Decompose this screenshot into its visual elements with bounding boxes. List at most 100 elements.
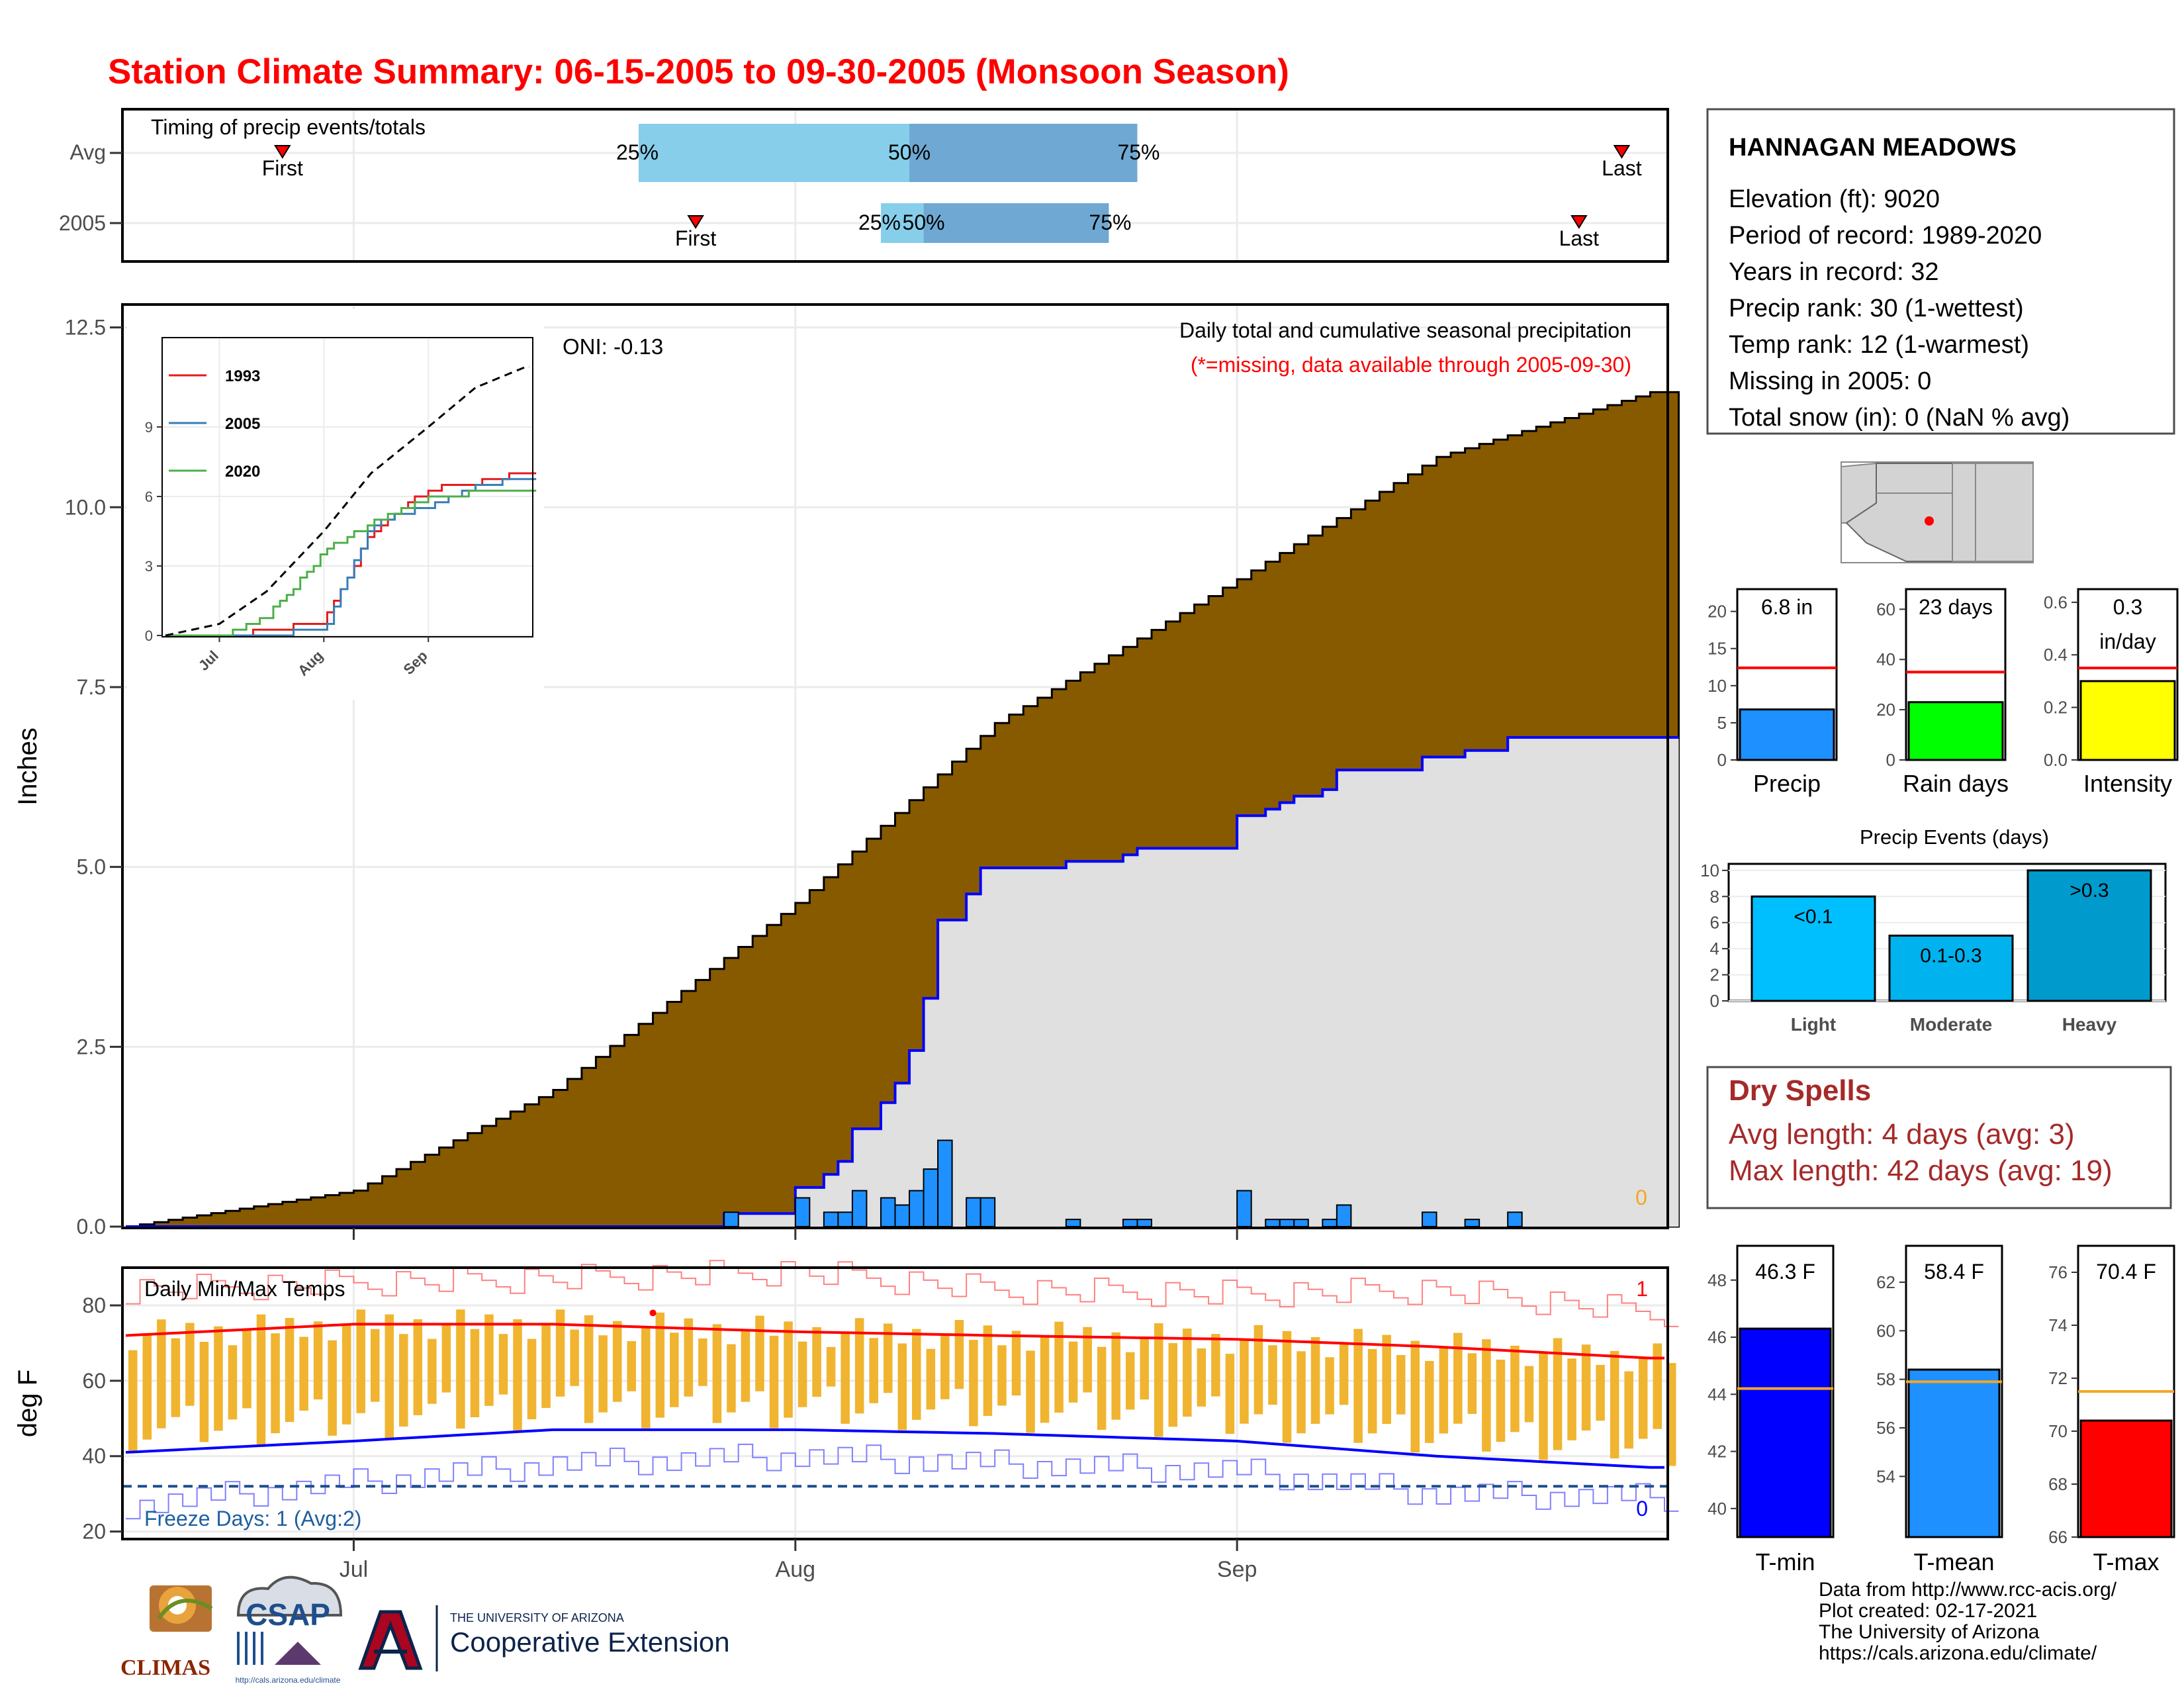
daily-temp-bar-3 (171, 1338, 181, 1417)
daily-temp-bar-102 (1581, 1344, 1591, 1430)
timing-avg-last-label: Last (1602, 156, 1642, 180)
daily-temp-bar-86 (1353, 1329, 1363, 1443)
record-low-line (126, 1443, 1679, 1520)
temp-xtick-label-2: Sep (1217, 1557, 1257, 1582)
daily-temp-bar-54 (897, 1343, 907, 1430)
daily-temp-bar-63 (1026, 1350, 1035, 1433)
daily-temp-bar-4 (185, 1323, 195, 1406)
daily-temp-bar-96 (1496, 1359, 1506, 1442)
avg-max-line (125, 1323, 1664, 1360)
daily-precip-bar-20 (1336, 1204, 1352, 1227)
mini-bar-1 (1907, 701, 2004, 761)
daily-temp-bar-32 (584, 1315, 594, 1423)
mini-label-2: Intensity (2083, 770, 2172, 797)
daily-temp-bar-106 (1638, 1357, 1648, 1439)
university-of-arizona-logo: THE UNIVERSITY OF ARIZONA Cooperative Ex… (358, 1605, 730, 1671)
daily-precip-bar-9 (937, 1139, 953, 1227)
daily-temp-bar-77 (1225, 1354, 1235, 1434)
daily-temp-bar-87 (1367, 1348, 1377, 1434)
daily-temp-bar-66 (1068, 1341, 1078, 1403)
temp-summary-tick-label-2-3: 72 (2048, 1368, 2068, 1388)
daily-temp-bar-57 (940, 1334, 950, 1399)
daily-temp-bar-61 (997, 1345, 1007, 1406)
daily-temp-bar-94 (1467, 1353, 1477, 1414)
timing-title: Timing of precip events/totals (151, 115, 426, 139)
daily-temp-bar-99 (1539, 1352, 1548, 1460)
daily-temp-bar-50 (841, 1333, 850, 1424)
daily-temp-bar-34 (612, 1321, 622, 1402)
temp-summary-bar-2 (2079, 1419, 2173, 1538)
credit-url: https://cals.arizona.edu/climate/ (1819, 1642, 2097, 1664)
csap-url: http://cals.arizona.edu/climate (236, 1675, 341, 1685)
daily-temp-bar-27 (513, 1319, 522, 1431)
missing-count: 0 (1635, 1186, 1647, 1209)
timing-2005-p75-label: 75% (1089, 211, 1131, 234)
temp-summary-tick-label-0-2: 44 (1707, 1384, 1727, 1404)
daily-temp-bar-60 (983, 1325, 993, 1416)
daily-temp-bar-81 (1282, 1331, 1292, 1443)
daily-temp-bar-15 (341, 1325, 351, 1425)
current-cumulative-area (126, 737, 1679, 1227)
credits-block: Data from http://www.rcc-acis.org/ Plot … (1819, 1579, 2116, 1664)
station-years: Years in record: 32 (1729, 258, 1939, 286)
daily-temp-bar-78 (1240, 1339, 1249, 1424)
mini-tick-label-0-2: 10 (1707, 676, 1727, 696)
daily-temp-bar-46 (784, 1321, 793, 1418)
temp-summary-tick-label-0-0: 40 (1707, 1499, 1727, 1519)
events-category-0: Light (1791, 1014, 1836, 1035)
mini-tick-label-0-0: 0 (1717, 750, 1727, 770)
daily-temp-bar-44 (755, 1315, 764, 1391)
daily-temp-bar-62 (1011, 1331, 1021, 1396)
temp-xtick-label-0: Jul (340, 1557, 368, 1582)
daily-temp-bar-23 (456, 1309, 465, 1429)
daily-temp-bar-29 (541, 1324, 551, 1408)
station-name: HANNAGAN MEADOWS (1729, 134, 2017, 162)
timing-avg-p75-label: 75% (1117, 140, 1160, 164)
mini-tick-label-0-4: 20 (1707, 602, 1727, 622)
daily-temp-bar-51 (854, 1318, 864, 1414)
temp-summary-tick-label-0-3: 46 (1707, 1327, 1727, 1347)
daily-temp-bar-36 (641, 1327, 651, 1429)
daily-temp-bar-5 (199, 1341, 209, 1442)
station-temp-rank: Temp rank: 12 (1-warmest) (1729, 331, 2029, 359)
daily-temp-bar-98 (1524, 1366, 1534, 1423)
dry-spells-title: Dry Spells (1729, 1074, 1871, 1107)
precip-ytick-label-1: 2.5 (77, 1035, 106, 1058)
daily-temp-bar-30 (555, 1309, 565, 1397)
temp-summary-tick-label-1-3: 60 (1876, 1321, 1895, 1340)
daily-temp-bar-1 (142, 1335, 152, 1440)
events-bar-label-1: 0.1-0.3 (1920, 945, 1981, 966)
mini-bar-0 (1739, 708, 1835, 761)
tmin-missing-count: 0 (1636, 1497, 1648, 1521)
daily-temp-bar-19 (399, 1334, 408, 1427)
daily-temp-bar-31 (570, 1329, 579, 1386)
ua-small-text: THE UNIVERSITY OF ARIZONA (450, 1611, 624, 1624)
daily-temp-bar-56 (926, 1348, 936, 1410)
daily-temp-bar-47 (797, 1341, 807, 1407)
daily-precip-bar-12 (1065, 1219, 1081, 1227)
daily-precip-bar-19 (1322, 1219, 1338, 1227)
temp-summary-bar-0 (1739, 1327, 1832, 1538)
logos: CLIMAS CSAP http://cals.arizona.edu/clim… (120, 1575, 730, 1685)
inset-legend-label-2020: 2020 (225, 463, 260, 481)
daily-temp-bar-7 (228, 1345, 238, 1420)
record-marker (649, 1309, 657, 1317)
daily-temp-bar-14 (328, 1340, 337, 1436)
temp-summary-tick-label-2-0: 66 (2048, 1527, 2068, 1547)
daily-temp-bar-37 (655, 1312, 665, 1418)
daily-precip-bar-6 (894, 1204, 911, 1227)
temp-summary-tick-label-2-2: 70 (2048, 1421, 2068, 1441)
station-location-marker (1925, 516, 1934, 526)
mini-tick-label-2-0: 0.0 (2044, 750, 2068, 770)
precip-ytick-label-3: 7.5 (77, 675, 106, 699)
temperature-summary-bars: 40 42 44 46 48 46.3 F T-min 54 56 58 60 62 58.4 F T-m… (1707, 1244, 2175, 1575)
events-title: Precip Events (days) (1860, 825, 2049, 849)
daily-temp-bar-65 (1054, 1321, 1064, 1413)
daily-temp-bar-104 (1610, 1350, 1619, 1459)
timing-avg-p50-label: 50% (888, 140, 931, 164)
credit-plot-created: Plot created: 02-17-2021 (1819, 1600, 2038, 1622)
daily-temp-bar-55 (912, 1329, 921, 1420)
daily-temp-bar-79 (1253, 1325, 1263, 1415)
precip-annotation-sub: (*=missing, data available through 2005-… (1191, 353, 1631, 377)
